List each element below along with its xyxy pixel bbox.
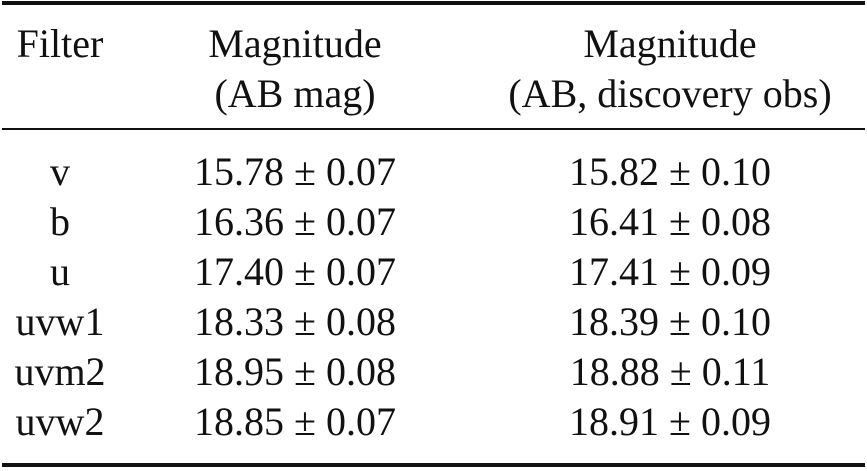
header-cell: (AB, discovery obs) xyxy=(508,71,832,116)
magnitude-cell: 18.88 ± 0.11 xyxy=(569,349,771,394)
filter-cell: b xyxy=(50,199,70,244)
magnitude-cell: 18.33 ± 0.08 xyxy=(194,299,396,344)
magnitude-cell: 16.41 ± 0.08 xyxy=(569,199,771,244)
magnitude-cell: 15.82 ± 0.10 xyxy=(569,149,771,194)
top-rule xyxy=(2,1,865,5)
header-cell: Magnitude xyxy=(208,21,382,66)
magnitude-cell: 18.91 ± 0.09 xyxy=(569,399,771,444)
magnitude-cell: 16.36 ± 0.07 xyxy=(194,199,396,244)
bottom-rule xyxy=(2,463,865,467)
magnitude-cell: 18.95 ± 0.08 xyxy=(194,349,396,394)
filter-cell: uvw2 xyxy=(15,399,105,444)
header-cell: Filter xyxy=(16,21,104,66)
magnitude-cell: 18.39 ± 0.10 xyxy=(569,299,771,344)
filter-cell: u xyxy=(50,249,70,294)
magnitude-cell: 15.78 ± 0.07 xyxy=(194,149,396,194)
magnitude-cell: 18.85 ± 0.07 xyxy=(194,399,396,444)
mid-rule xyxy=(2,128,865,130)
magnitude-cell: 17.41 ± 0.09 xyxy=(569,249,771,294)
filter-cell: uvm2 xyxy=(14,349,106,394)
magnitude-cell: 17.40 ± 0.07 xyxy=(194,249,396,294)
header-cell: Magnitude xyxy=(583,21,757,66)
filter-cell: v xyxy=(50,149,70,194)
header-cell: (AB mag) xyxy=(214,71,376,116)
filter-cell: uvw1 xyxy=(15,299,105,344)
